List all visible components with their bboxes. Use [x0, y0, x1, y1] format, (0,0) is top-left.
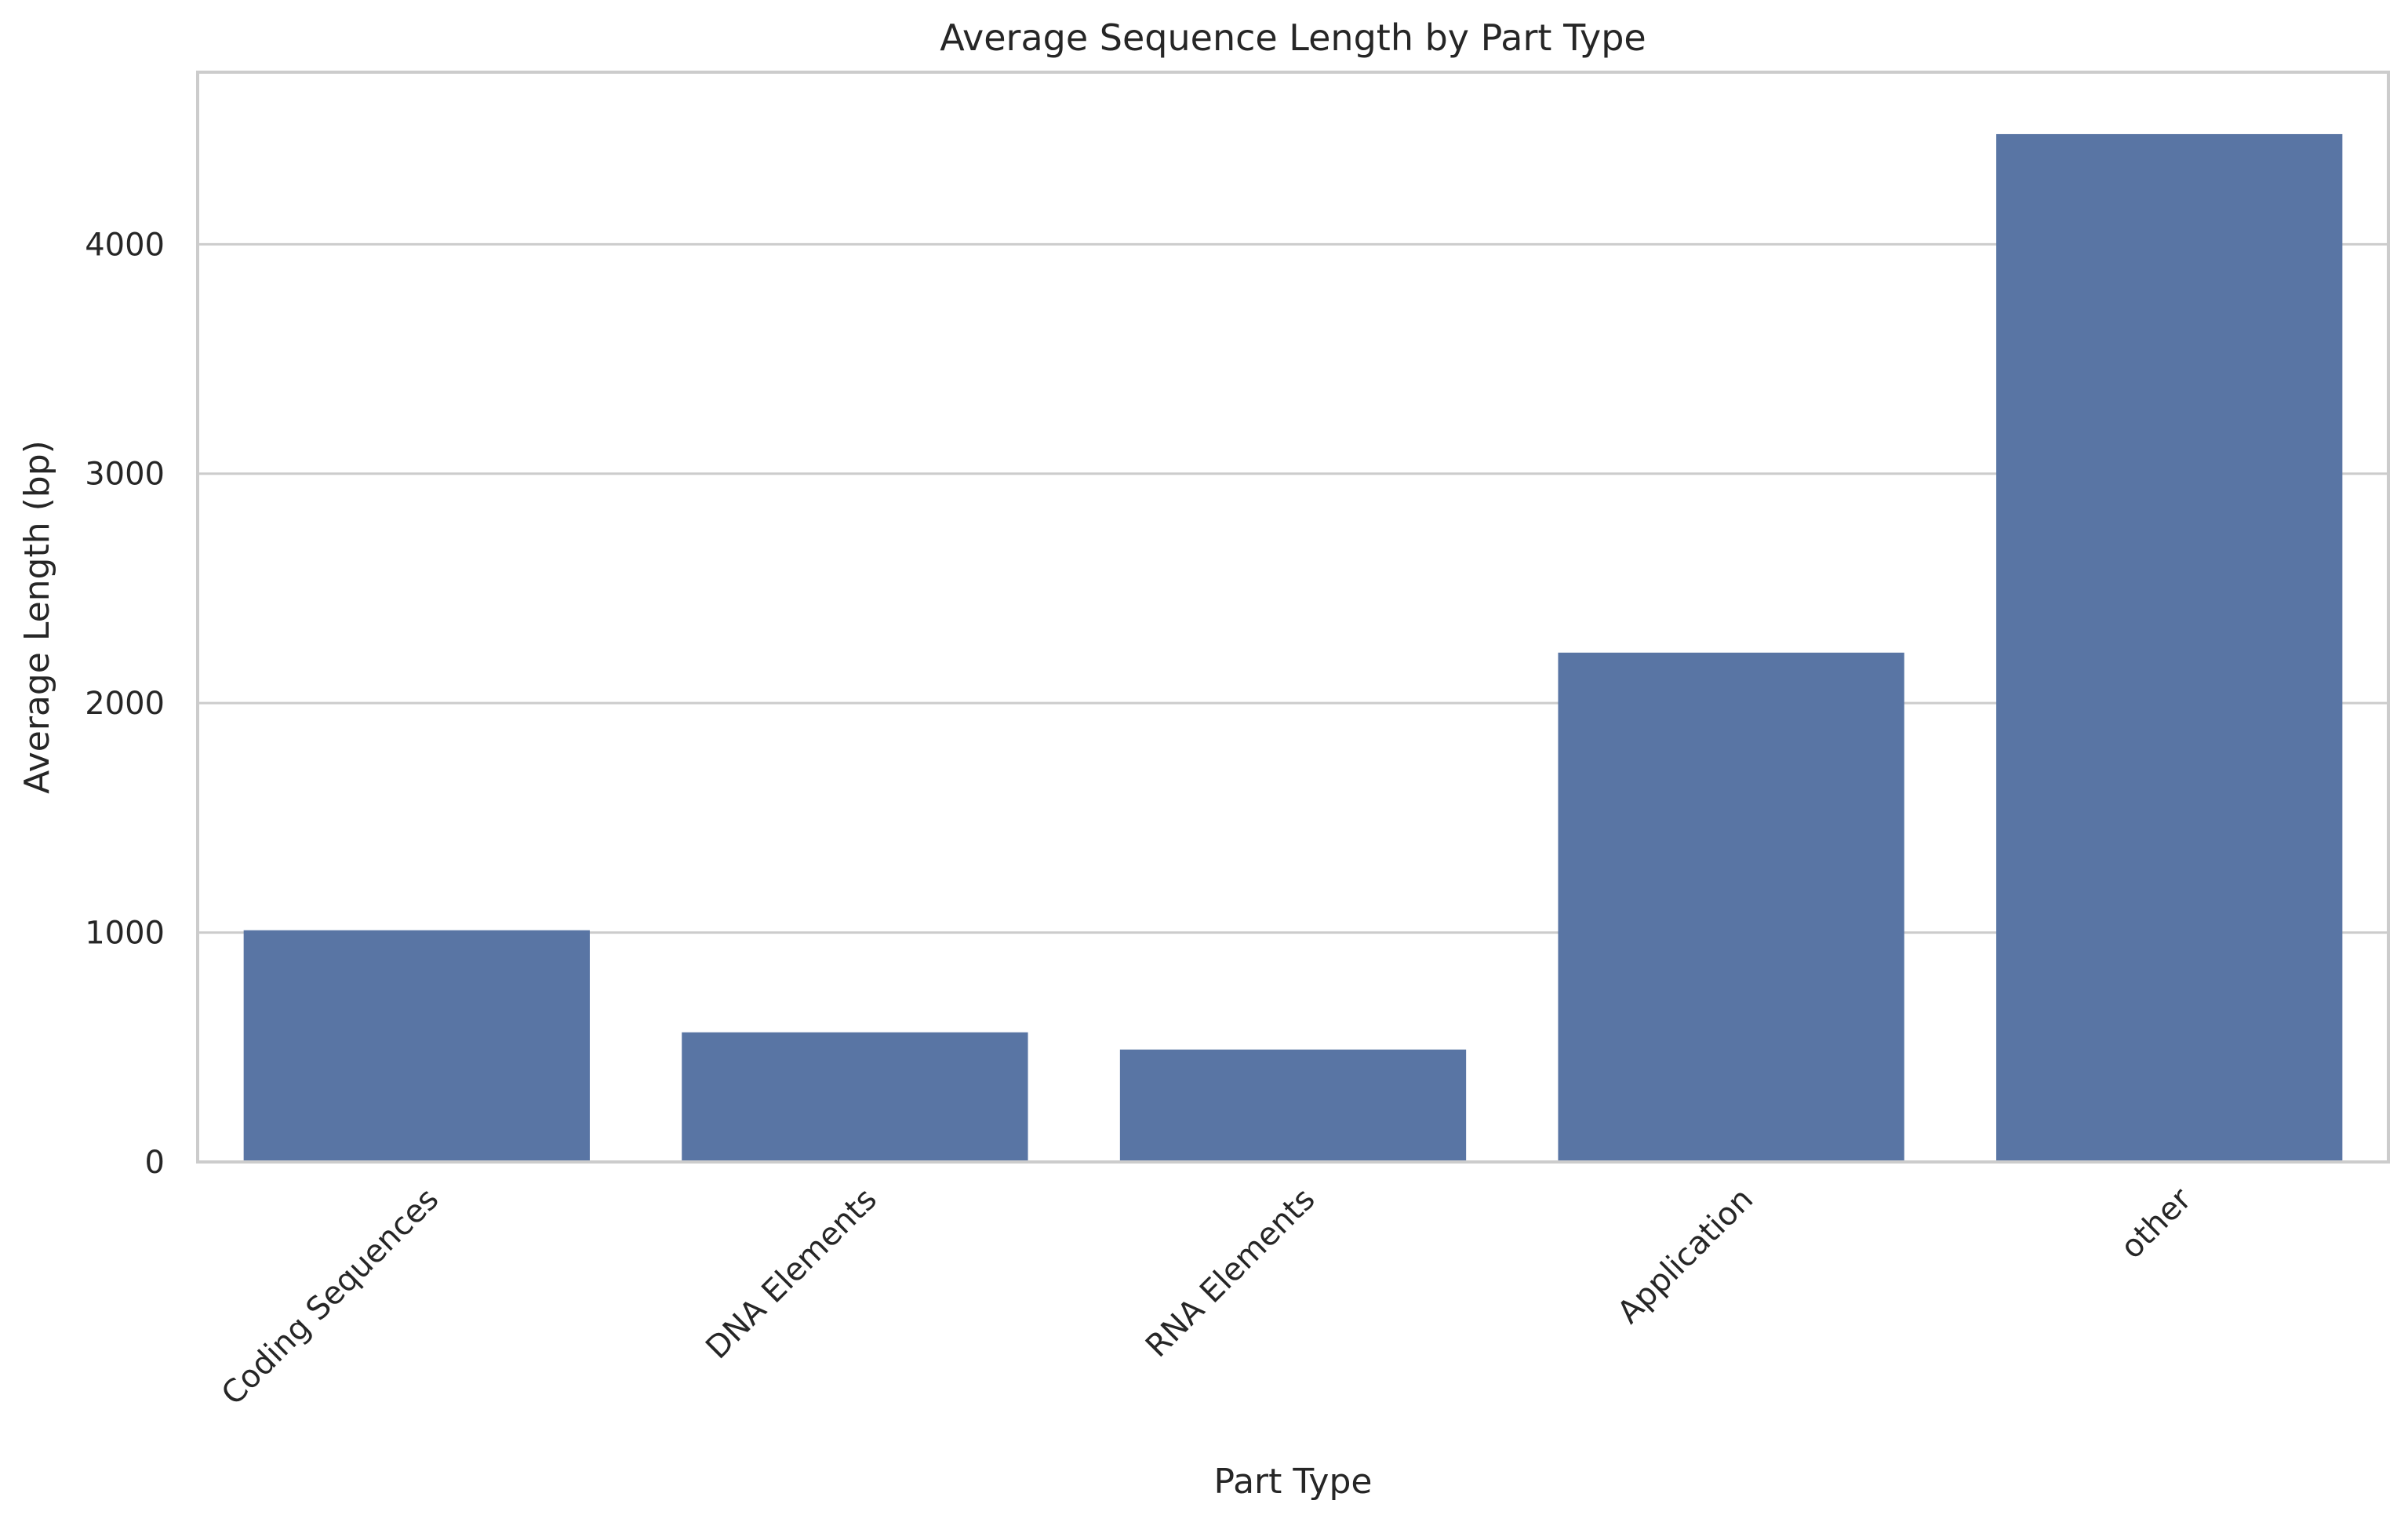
x-tick-label: other — [2114, 1181, 2199, 1266]
x-axis-label: Part Type — [1214, 1462, 1373, 1502]
bar — [1996, 133, 2343, 1162]
chart-title: Average Sequence Length by Part Type — [940, 16, 1646, 59]
bar — [682, 1032, 1028, 1162]
x-tick-label: Coding Sequences — [215, 1182, 446, 1413]
bar — [243, 930, 590, 1162]
x-tick-label: DNA Elements — [699, 1182, 884, 1367]
bars — [243, 133, 2343, 1162]
y-tick-label: 0 — [145, 1145, 165, 1181]
x-tick-labels: Coding Sequences DNA Elements RNA Elements… — [215, 1181, 2199, 1412]
x-tick-label: Application — [1611, 1182, 1761, 1331]
y-tick-label: 1000 — [85, 916, 165, 952]
plot-frame — [196, 71, 2390, 1164]
y-tick-labels: 0 1000 2000 3000 4000 — [85, 227, 165, 1181]
x-tick-label: RNA Elements — [1139, 1182, 1322, 1365]
bar — [1119, 1049, 1467, 1162]
bar — [1558, 652, 1904, 1162]
y-tick-label: 4000 — [85, 227, 165, 263]
y-tick-label: 2000 — [85, 686, 165, 722]
y-axis-label: Average Length (bp) — [17, 440, 57, 794]
y-tick-label: 3000 — [85, 457, 165, 493]
